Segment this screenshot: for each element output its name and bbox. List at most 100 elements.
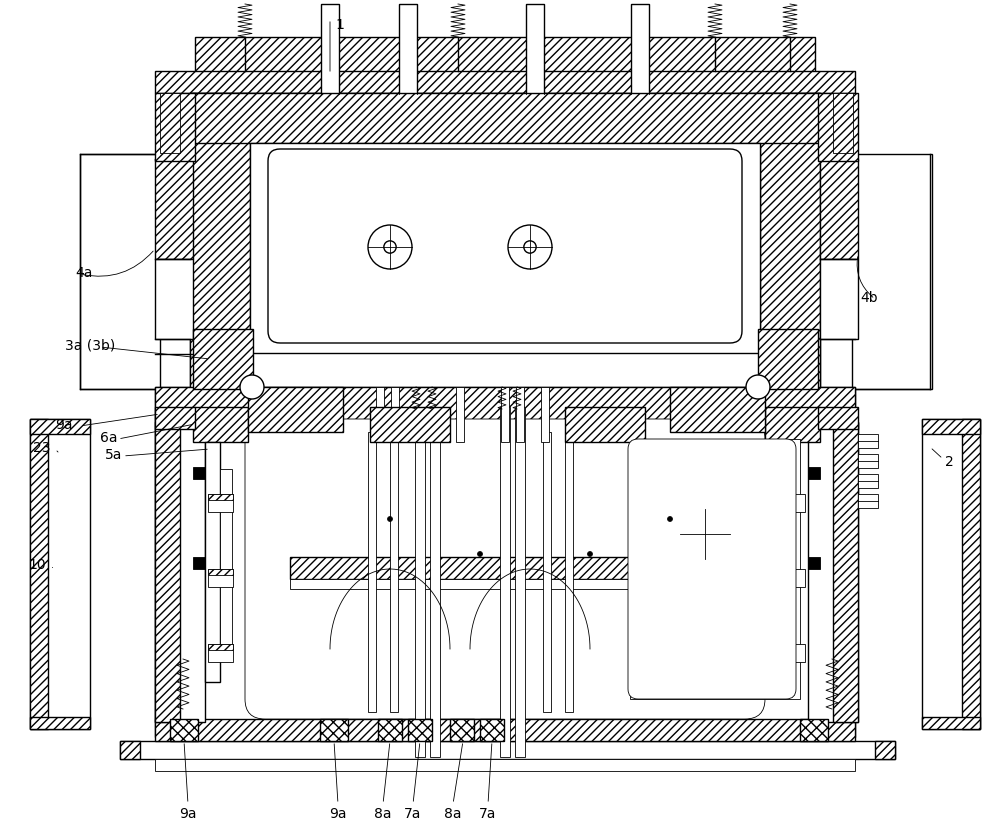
Bar: [833, 94, 853, 154]
Bar: [155, 72, 855, 94]
Bar: [760, 94, 820, 388]
Text: 4b: 4b: [860, 291, 878, 305]
Bar: [30, 420, 48, 729]
Bar: [630, 440, 800, 699]
Bar: [250, 144, 760, 354]
Bar: [120, 741, 140, 759]
Bar: [765, 407, 820, 442]
Bar: [250, 422, 760, 557]
Text: 7a: 7a: [404, 806, 422, 820]
Bar: [160, 94, 180, 154]
Bar: [450, 720, 474, 741]
Bar: [780, 644, 805, 662]
Bar: [190, 94, 820, 388]
Bar: [875, 741, 895, 759]
Bar: [193, 330, 253, 389]
Bar: [808, 468, 820, 479]
Bar: [368, 432, 376, 712]
Bar: [170, 720, 198, 741]
Bar: [515, 407, 525, 757]
Bar: [378, 720, 402, 741]
Bar: [190, 94, 250, 388]
Bar: [922, 420, 980, 729]
Bar: [480, 720, 504, 741]
Bar: [155, 388, 855, 422]
Bar: [962, 420, 980, 729]
Bar: [541, 388, 549, 442]
Text: 8a: 8a: [444, 806, 462, 820]
Bar: [408, 720, 432, 741]
Circle shape: [384, 242, 396, 254]
Text: 23: 23: [33, 440, 51, 455]
Text: 6a: 6a: [100, 431, 118, 445]
Bar: [220, 469, 232, 659]
Circle shape: [388, 517, 393, 522]
Bar: [430, 407, 440, 757]
Bar: [208, 494, 233, 500]
Text: 4a: 4a: [75, 266, 92, 280]
Bar: [320, 720, 348, 741]
Bar: [631, 5, 649, 95]
Bar: [155, 422, 180, 722]
Bar: [155, 407, 195, 430]
Bar: [120, 741, 895, 759]
Circle shape: [668, 517, 672, 522]
Bar: [500, 407, 510, 757]
Bar: [780, 494, 805, 513]
Bar: [378, 720, 402, 741]
Bar: [808, 557, 820, 570]
Circle shape: [746, 376, 770, 400]
Circle shape: [524, 242, 536, 254]
Bar: [290, 580, 725, 590]
Bar: [858, 435, 878, 449]
Bar: [208, 494, 233, 513]
Circle shape: [478, 551, 483, 556]
Bar: [480, 720, 504, 741]
Bar: [205, 442, 220, 682]
Bar: [758, 330, 818, 389]
Text: 10: 10: [28, 557, 46, 571]
Bar: [30, 420, 90, 729]
Bar: [208, 570, 233, 575]
Bar: [30, 717, 90, 729]
Bar: [155, 260, 193, 339]
Text: 7a: 7a: [479, 806, 497, 820]
Bar: [155, 160, 193, 260]
Bar: [290, 557, 725, 580]
Bar: [456, 388, 464, 442]
Bar: [248, 388, 343, 432]
Bar: [170, 720, 198, 741]
Circle shape: [368, 226, 412, 270]
Bar: [820, 160, 858, 260]
Bar: [808, 422, 858, 722]
Bar: [670, 388, 765, 432]
Text: 5a: 5a: [105, 447, 122, 461]
Bar: [800, 720, 828, 741]
FancyBboxPatch shape: [268, 150, 742, 344]
Bar: [852, 155, 932, 389]
Text: 9a: 9a: [329, 806, 347, 820]
Bar: [195, 38, 815, 73]
Bar: [376, 388, 384, 442]
Bar: [155, 759, 855, 771]
Text: 9a: 9a: [179, 806, 197, 820]
Bar: [390, 432, 398, 712]
Text: 2: 2: [945, 455, 954, 469]
Text: 3a (3b): 3a (3b): [65, 338, 115, 352]
Bar: [543, 432, 551, 712]
Bar: [820, 260, 858, 339]
Bar: [858, 494, 878, 508]
Bar: [208, 644, 233, 650]
Bar: [399, 5, 417, 95]
FancyBboxPatch shape: [245, 420, 765, 720]
Bar: [526, 5, 544, 95]
Bar: [30, 420, 90, 435]
Bar: [155, 422, 205, 722]
Bar: [800, 720, 828, 741]
Bar: [415, 407, 425, 757]
Bar: [193, 407, 248, 442]
FancyBboxPatch shape: [628, 440, 796, 699]
Bar: [80, 155, 160, 389]
Text: 1: 1: [335, 18, 344, 32]
Bar: [565, 407, 645, 442]
